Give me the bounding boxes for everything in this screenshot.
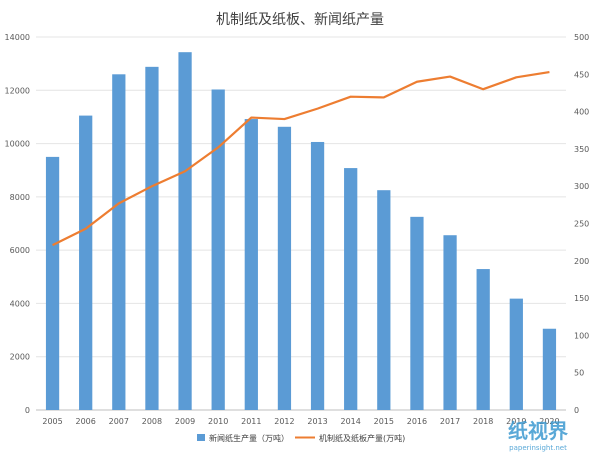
bar-series (45, 52, 557, 411)
x-tick-label: 2020 (539, 417, 559, 426)
legend-label-bar: 新闻纸生产量（万吨） (209, 433, 289, 443)
line-path (52, 70, 550, 247)
y-right-tick-label: 500 (574, 33, 589, 42)
x-tick-label: 2018 (473, 417, 493, 426)
legend-swatch-bar (197, 434, 205, 441)
x-tick-label: 2012 (274, 417, 294, 426)
y-right-tick-label: 150 (574, 294, 589, 303)
bar (410, 216, 424, 410)
x-tick-label: 2007 (109, 417, 129, 426)
bar (310, 141, 325, 411)
bar (443, 235, 457, 410)
chart-title: 机制纸及纸板、新闻纸产量 (216, 12, 384, 28)
x-tick-label: 2011 (241, 417, 261, 426)
watermark-url: paperinsight.net (509, 444, 567, 452)
axes: 0 2000 4000 6000 8000 10000 12000 14000 0 50 100 15… (5, 33, 590, 426)
y-left-tick-label: 6000 (10, 246, 30, 255)
x-tick-label: 2015 (374, 417, 394, 426)
bar (178, 52, 192, 410)
bar (344, 168, 358, 410)
y-left-tick-label: 2000 (10, 353, 30, 362)
x-tick-label: 2016 (407, 417, 427, 426)
y-right-tick-label: 100 (574, 331, 589, 340)
bar (277, 126, 292, 410)
y-right-tick-label: 0 (574, 406, 579, 415)
bar (211, 89, 225, 411)
bar (377, 190, 391, 410)
y-right-tick-label: 450 (574, 70, 589, 79)
y-left-tick-label: 0 (25, 406, 30, 415)
x-tick-label: 2010 (208, 417, 228, 426)
y-right-tick-label: 250 (574, 220, 589, 229)
x-tick-label: 2006 (76, 417, 96, 426)
y-right-tick-label: 200 (574, 257, 589, 266)
x-tick-label: 2013 (307, 417, 327, 426)
x-tick-label: 2005 (42, 417, 62, 426)
bar (476, 269, 490, 410)
y-left-tick-label: 4000 (10, 299, 30, 308)
legend-label-line: 机制纸及纸板产量(万吨) (319, 433, 405, 443)
x-tick-label: 2009 (175, 417, 195, 426)
watermark-logo: 纸视界 (508, 419, 568, 443)
x-tick-label: 2014 (341, 417, 361, 426)
bar (145, 66, 159, 410)
bar (45, 156, 60, 410)
y-left-tick-label: 8000 (10, 193, 30, 202)
legend: 新闻纸生产量（万吨） 机制纸及纸板产量(万吨) (197, 433, 405, 443)
y-left-tick-label: 14000 (5, 33, 30, 42)
y-left-tick-label: 12000 (5, 86, 30, 95)
x-tick-label: 2017 (440, 417, 460, 426)
y-right-tick-label: 350 (574, 145, 589, 154)
x-tick-label: 2008 (142, 417, 162, 426)
y-right-tick-label: 400 (574, 108, 589, 117)
line-series (52, 70, 550, 247)
y-right-tick-label: 50 (574, 369, 584, 378)
y-right-tick-label: 300 (574, 182, 589, 191)
bar (244, 119, 258, 410)
bar (509, 298, 523, 410)
bar (542, 328, 557, 410)
watermark: 纸视界 paperinsight.net (508, 419, 568, 452)
y-left-tick-label: 10000 (5, 140, 30, 149)
bar (112, 74, 126, 411)
x-tick-label: 2019 (506, 417, 526, 426)
bar (79, 115, 93, 410)
